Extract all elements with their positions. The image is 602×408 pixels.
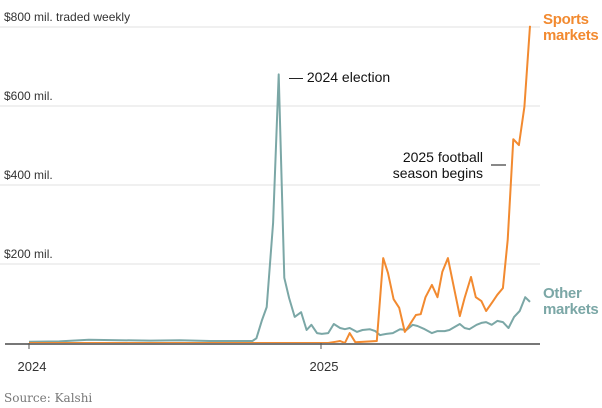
- source-note: Source: Kalshi: [4, 391, 92, 405]
- series-line-other-markets: [28, 73, 531, 343]
- y-tick-label: $600 mil.: [4, 89, 53, 103]
- y-tick-label: $400 mil.: [4, 168, 53, 182]
- series-label-other-1: Other: [543, 285, 582, 302]
- annotation-football-line2: season begins: [393, 165, 483, 181]
- series-label-sports-1: Sports: [543, 11, 589, 28]
- y-tick-label: $800 mil. traded weekly: [4, 10, 130, 24]
- x-tick-label: 2024: [18, 359, 47, 374]
- series-label-other-2: markets: [543, 301, 598, 318]
- series-line-sports-markets: [29, 25, 531, 344]
- annotation-election: — 2024 election: [289, 69, 390, 85]
- series-label-sports-2: markets: [543, 27, 598, 44]
- x-tick-label: 2025: [310, 359, 339, 374]
- annotation-football-line1: 2025 football: [403, 149, 483, 165]
- y-tick-label: $200 mil.: [4, 247, 53, 261]
